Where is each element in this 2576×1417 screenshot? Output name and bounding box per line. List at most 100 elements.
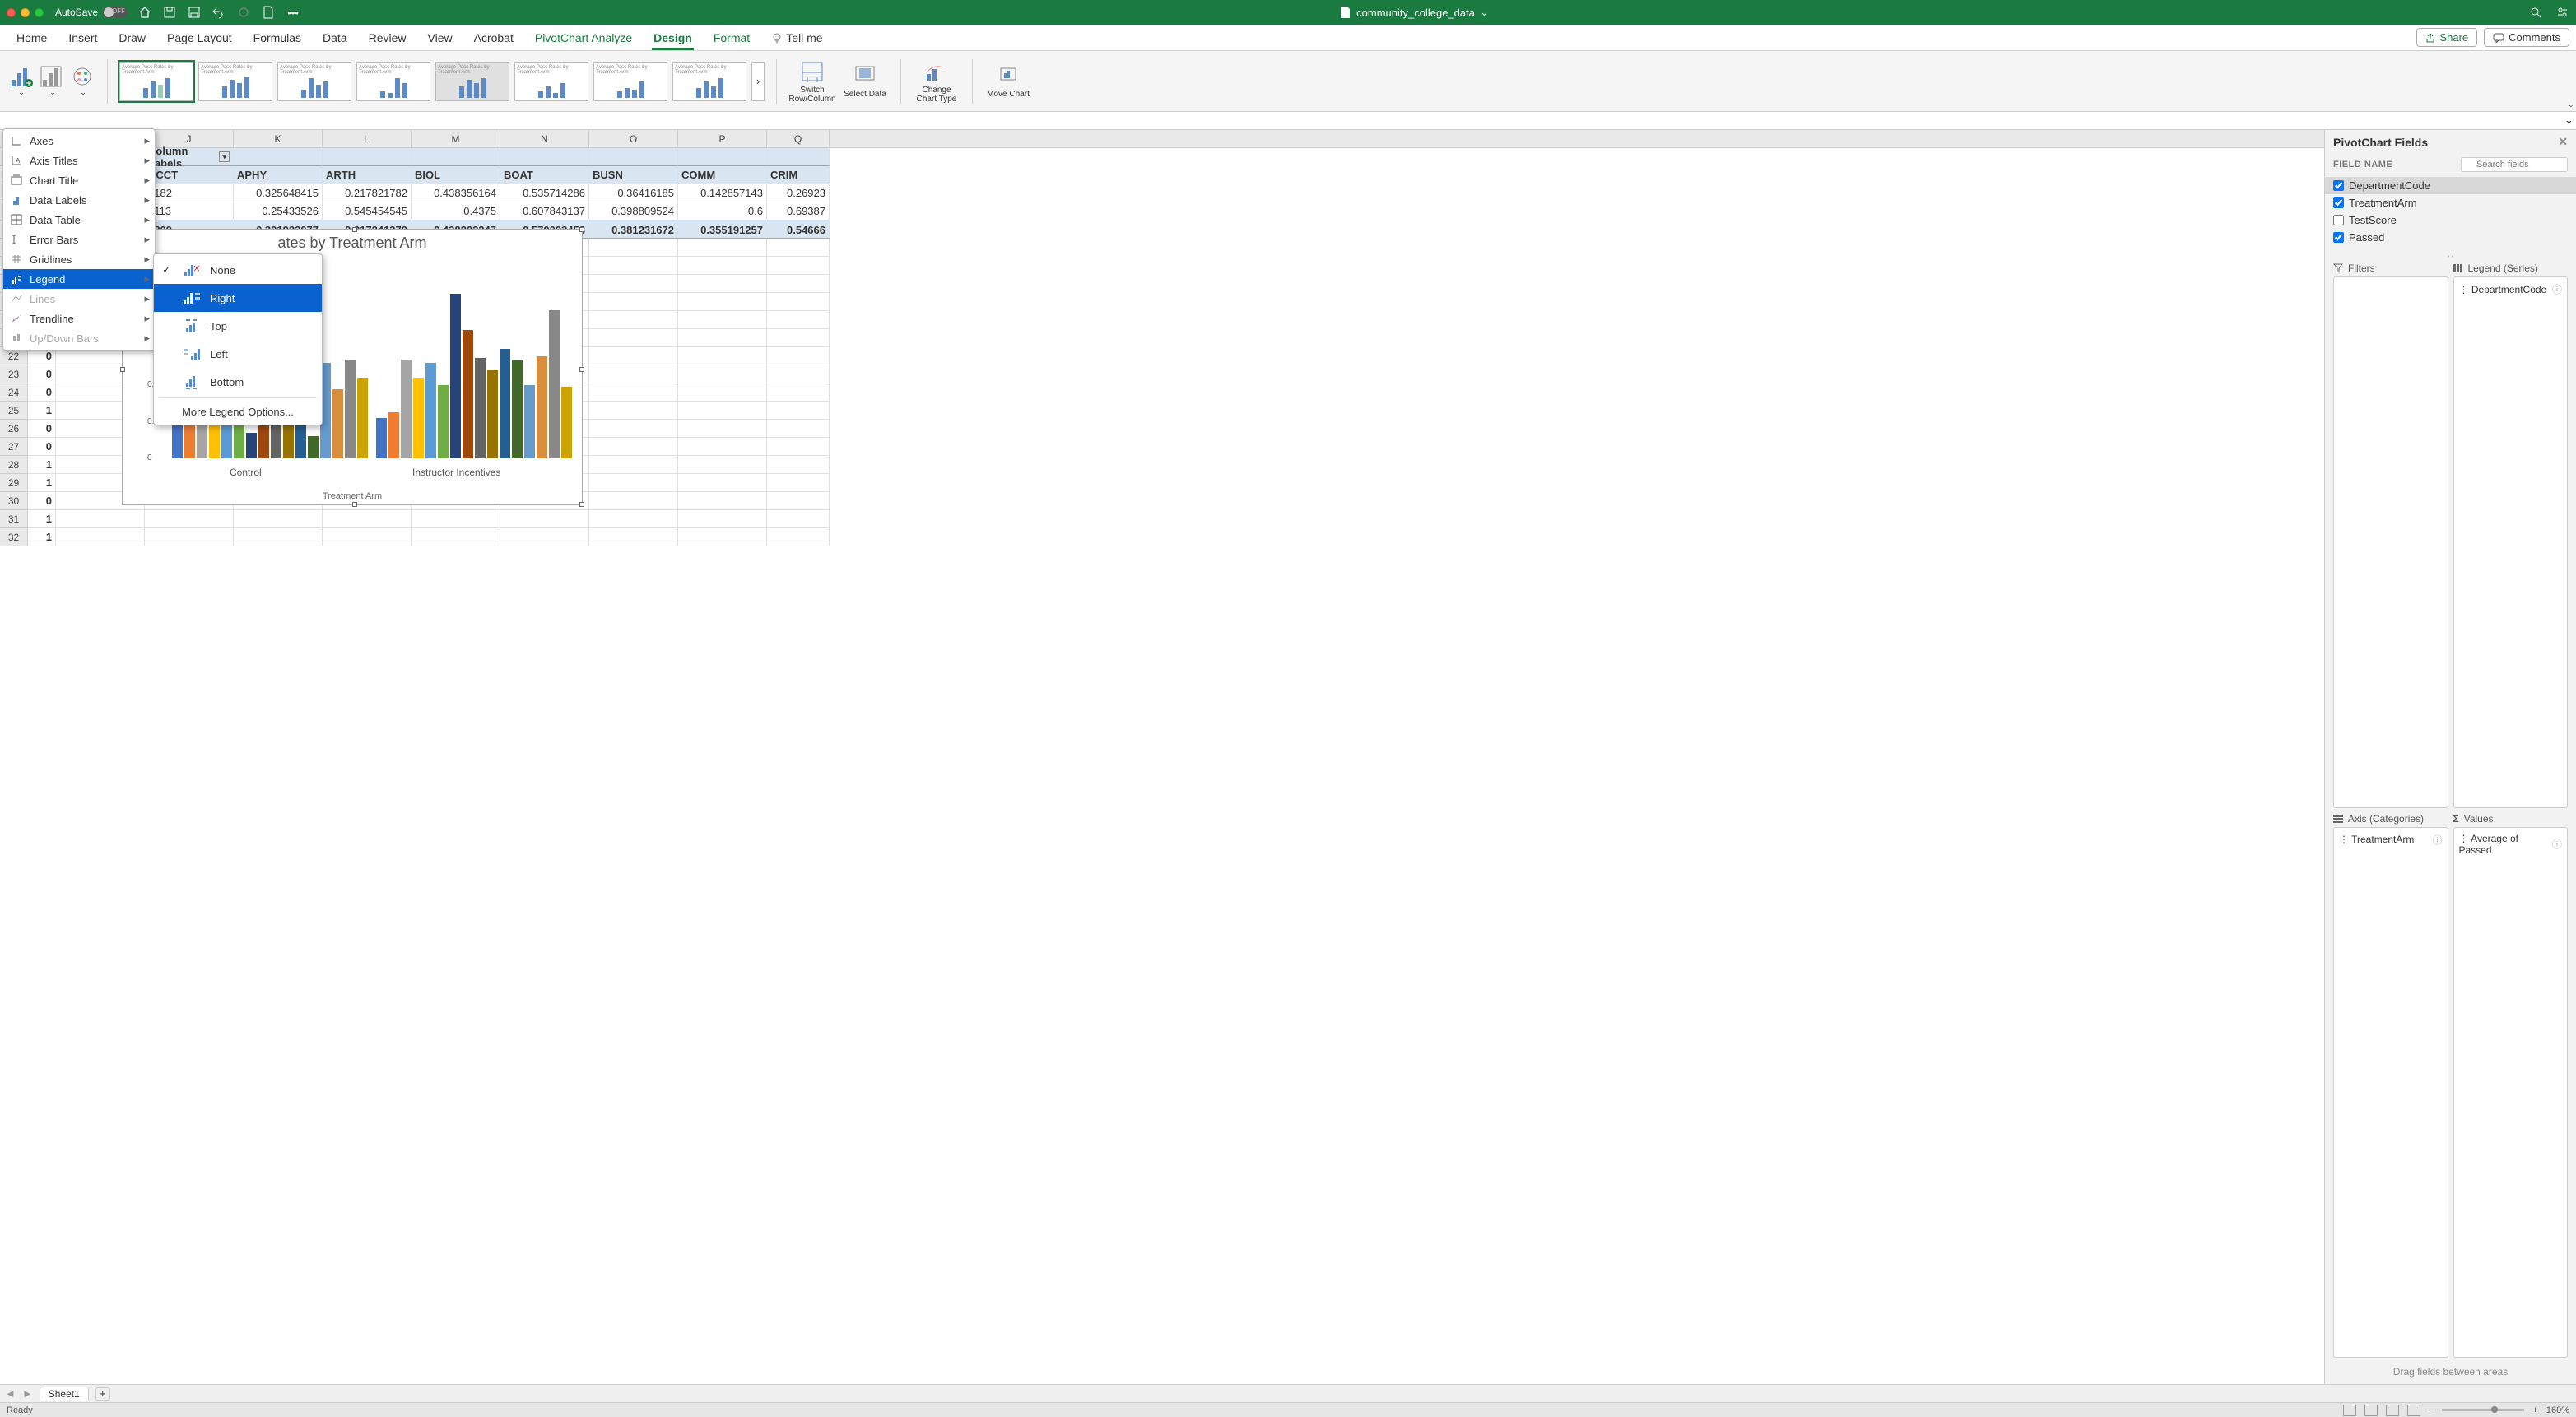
field-testscore[interactable]: TestScore bbox=[2333, 211, 2568, 229]
info-icon[interactable]: ⓘ bbox=[2552, 837, 2562, 851]
cell[interactable] bbox=[678, 474, 767, 492]
cell[interactable] bbox=[678, 438, 767, 456]
cell[interactable] bbox=[678, 257, 767, 275]
cell[interactable] bbox=[678, 456, 767, 474]
search-fields-input[interactable] bbox=[2461, 157, 2568, 172]
cell[interactable]: 0 bbox=[28, 365, 56, 383]
row-header[interactable]: 30 bbox=[0, 492, 28, 510]
view-normal-icon[interactable] bbox=[2343, 1405, 2356, 1416]
legend-area[interactable]: ⋮ DepartmentCodeⓘ bbox=[2453, 276, 2569, 808]
cell[interactable]: BIOL bbox=[412, 166, 500, 184]
legend-right[interactable]: Right bbox=[154, 284, 322, 312]
values-item[interactable]: Average of Passed bbox=[2459, 833, 2519, 856]
cell[interactable] bbox=[767, 347, 830, 365]
col-header[interactable]: N bbox=[500, 130, 589, 147]
cell[interactable]: Column Labels ▾ bbox=[145, 148, 234, 166]
cell[interactable]: ACCT bbox=[145, 166, 234, 184]
cell[interactable] bbox=[145, 528, 234, 546]
bar[interactable] bbox=[246, 433, 257, 458]
row-header[interactable]: 28 bbox=[0, 456, 28, 474]
autosave-toggle[interactable]: OFF bbox=[103, 7, 128, 18]
tab-draw[interactable]: Draw bbox=[109, 25, 156, 50]
cell[interactable] bbox=[678, 365, 767, 383]
cell[interactable]: 0.142857143 bbox=[678, 184, 767, 202]
tab-formulas[interactable]: Formulas bbox=[244, 25, 311, 50]
menu-item-trendline[interactable]: Trendline▸ bbox=[3, 309, 155, 328]
filters-area[interactable] bbox=[2333, 276, 2448, 808]
col-header[interactable]: Q bbox=[767, 130, 830, 147]
cell[interactable]: BUSN bbox=[589, 166, 678, 184]
axis-area[interactable]: ⋮ TreatmentArmⓘ bbox=[2333, 827, 2448, 1359]
tab-page-layout[interactable]: Page Layout bbox=[157, 25, 242, 50]
cell[interactable]: 0.381231672 bbox=[589, 221, 678, 239]
info-icon[interactable]: ⓘ bbox=[2432, 833, 2442, 847]
view-pagelayout-icon[interactable] bbox=[2386, 1405, 2399, 1416]
cell[interactable] bbox=[767, 293, 830, 311]
bar[interactable] bbox=[500, 349, 510, 458]
tab-format[interactable]: Format bbox=[704, 25, 760, 50]
chart-style-2[interactable]: Average Pass Rates by Treatment Arm bbox=[198, 62, 272, 101]
cell[interactable]: 0.4375 bbox=[412, 202, 500, 221]
bar[interactable] bbox=[308, 436, 319, 458]
tab-acrobat[interactable]: Acrobat bbox=[464, 25, 523, 50]
cell[interactable] bbox=[767, 474, 830, 492]
search-icon[interactable] bbox=[2528, 5, 2543, 20]
field-treatmentarm[interactable]: TreatmentArm bbox=[2333, 194, 2568, 211]
field-checkbox[interactable] bbox=[2333, 197, 2344, 208]
cell[interactable] bbox=[589, 420, 678, 438]
sheet-next[interactable]: ► bbox=[22, 1387, 33, 1400]
cell[interactable] bbox=[589, 528, 678, 546]
cell[interactable]: BOAT bbox=[500, 166, 589, 184]
cell[interactable] bbox=[589, 329, 678, 347]
info-icon[interactable]: ⓘ bbox=[2552, 282, 2562, 296]
chart-style-1[interactable]: Average Pass Rates by Treatment Arm bbox=[119, 62, 193, 101]
cell[interactable]: 0 bbox=[28, 492, 56, 510]
cell[interactable] bbox=[767, 438, 830, 456]
cell[interactable] bbox=[412, 148, 500, 166]
bar[interactable] bbox=[345, 360, 356, 458]
row-header[interactable]: 24 bbox=[0, 383, 28, 402]
cell[interactable] bbox=[767, 275, 830, 293]
cell[interactable] bbox=[589, 383, 678, 402]
cell[interactable]: COMM bbox=[678, 166, 767, 184]
menu-item-data-labels[interactable]: Data Labels▸ bbox=[3, 190, 155, 210]
tab-insert[interactable]: Insert bbox=[58, 25, 107, 50]
field-checkbox[interactable] bbox=[2333, 215, 2344, 225]
cell[interactable]: CRIM bbox=[767, 166, 830, 184]
row-header[interactable]: 26 bbox=[0, 420, 28, 438]
cell[interactable] bbox=[589, 492, 678, 510]
row-header[interactable]: 27 bbox=[0, 438, 28, 456]
cell[interactable]: APHY bbox=[234, 166, 323, 184]
col-header[interactable]: O bbox=[589, 130, 678, 147]
cell[interactable] bbox=[589, 275, 678, 293]
cell[interactable] bbox=[589, 293, 678, 311]
col-header[interactable]: P bbox=[678, 130, 767, 147]
bar[interactable] bbox=[401, 360, 412, 458]
bar[interactable] bbox=[376, 418, 387, 458]
cell[interactable] bbox=[678, 492, 767, 510]
cell[interactable] bbox=[678, 383, 767, 402]
minimize-window[interactable] bbox=[21, 8, 30, 17]
cell[interactable] bbox=[678, 510, 767, 528]
bar[interactable] bbox=[413, 378, 424, 458]
save-icon[interactable] bbox=[187, 5, 202, 20]
share-button[interactable]: Share bbox=[2416, 28, 2477, 47]
cell[interactable] bbox=[767, 311, 830, 329]
maximize-window[interactable] bbox=[35, 8, 44, 17]
quick-layout-button[interactable]: ⌄ bbox=[40, 65, 66, 97]
cell[interactable] bbox=[56, 528, 145, 546]
cell[interactable]: 0 bbox=[28, 420, 56, 438]
cell[interactable]: 0.355191257 bbox=[678, 221, 767, 239]
cell[interactable] bbox=[589, 239, 678, 257]
cell[interactable]: 1 bbox=[28, 528, 56, 546]
cell[interactable] bbox=[589, 365, 678, 383]
cell[interactable] bbox=[678, 347, 767, 365]
close-panel-icon[interactable]: ✕ bbox=[2558, 135, 2568, 149]
cell[interactable]: 0.69387 bbox=[767, 202, 830, 221]
cell[interactable]: 1 bbox=[28, 402, 56, 420]
cell[interactable]: 0.398809524 bbox=[589, 202, 678, 221]
cell[interactable] bbox=[589, 456, 678, 474]
more-legend-options[interactable]: More Legend Options... bbox=[154, 400, 322, 423]
cell[interactable] bbox=[234, 148, 323, 166]
cell[interactable] bbox=[500, 528, 589, 546]
